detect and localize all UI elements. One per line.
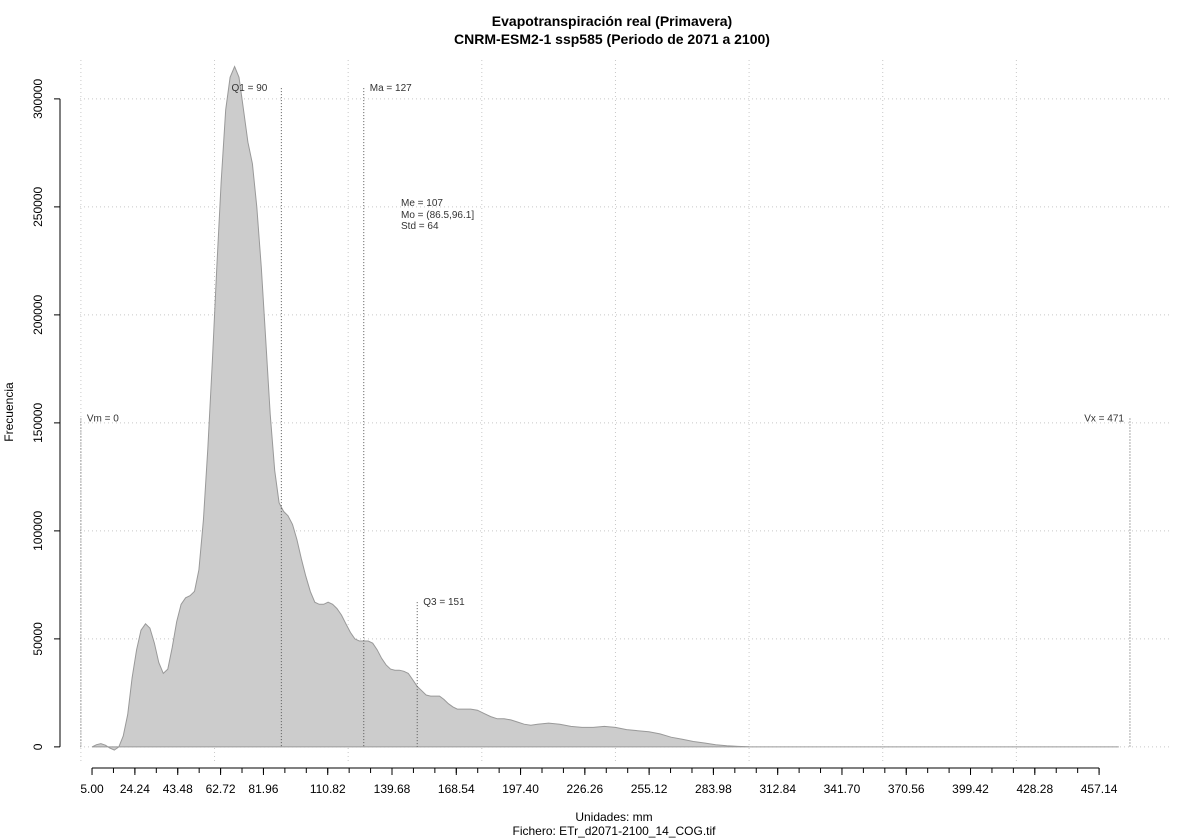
- x-tick-label: 370.56: [888, 782, 925, 796]
- ref-label: Q3 = 151: [423, 597, 465, 608]
- x-axis: 5.00 24.24 43.48 62.72 81.96 110.82 139.68 168.…: [80, 767, 1118, 796]
- x-tick-label: 312.84: [759, 782, 796, 796]
- stat-mode: Mo = (86.5,96.1]: [401, 210, 474, 221]
- x-tick-label: 341.70: [824, 782, 861, 796]
- stat-std: Std = 64: [401, 221, 439, 232]
- x-tick-label: 139.68: [374, 782, 411, 796]
- stats-block: Me = 107 Mo = (86.5,96.1] Std = 64: [401, 198, 474, 232]
- x-tick-label: 168.54: [438, 782, 475, 796]
- stat-median: Me = 107: [401, 198, 443, 209]
- density-curve: [91, 65, 1119, 751]
- reference-lines: Vm = 0 Q1 = 90 Ma = 127 Q3 = 151 Vx = 471: [80, 83, 1131, 747]
- x-tick-label: 5.00: [80, 782, 104, 796]
- ref-label: Vm = 0: [87, 414, 119, 425]
- x-tick-label: 110.82: [310, 782, 346, 796]
- x-tick-label: 24.24: [120, 782, 150, 796]
- x-tick-label: 399.42: [952, 782, 989, 796]
- x-tick-label: 43.48: [163, 782, 193, 796]
- y-tick-label: 300000: [31, 79, 45, 119]
- ref-label: Vx = 471: [1084, 414, 1124, 425]
- y-tick-label: 0: [31, 743, 45, 750]
- file-caption: Fichero: ETr_d2071-2100_14_COG.tif: [513, 824, 717, 838]
- ref-label: Q1 = 90: [231, 83, 267, 94]
- y-tick-label: 150000: [31, 403, 45, 443]
- x-tick-label: 62.72: [206, 782, 236, 796]
- chart-title: Evapotranspiración real (Primavera): [492, 13, 732, 29]
- y-tick-label: 200000: [31, 295, 45, 335]
- y-axis-label: Frecuencia: [2, 382, 16, 442]
- ref-label: Ma = 127: [370, 83, 412, 94]
- y-tick-label: 100000: [31, 511, 45, 551]
- y-tick-label: 50000: [31, 622, 45, 656]
- x-tick-label: 428.28: [1016, 782, 1053, 796]
- x-tick-label: 457.14: [1081, 782, 1118, 796]
- y-tick-label: 250000: [31, 187, 45, 227]
- density-area: [91, 65, 1119, 751]
- x-axis-label: Unidades: mm: [575, 810, 652, 824]
- chart-subtitle: CNRM-ESM2-1 ssp585 (Periodo de 2071 a 21…: [454, 31, 770, 47]
- grid: [80, 60, 1170, 762]
- x-tick-label: 283.98: [695, 782, 732, 796]
- x-tick-label: 81.96: [248, 782, 278, 796]
- x-tick-label: 226.26: [566, 782, 603, 796]
- x-tick-label: 197.40: [502, 782, 539, 796]
- x-tick-label: 255.12: [631, 782, 668, 796]
- y-axis: 0 50000 100000 150000 200000 250000 300000: [31, 79, 61, 750]
